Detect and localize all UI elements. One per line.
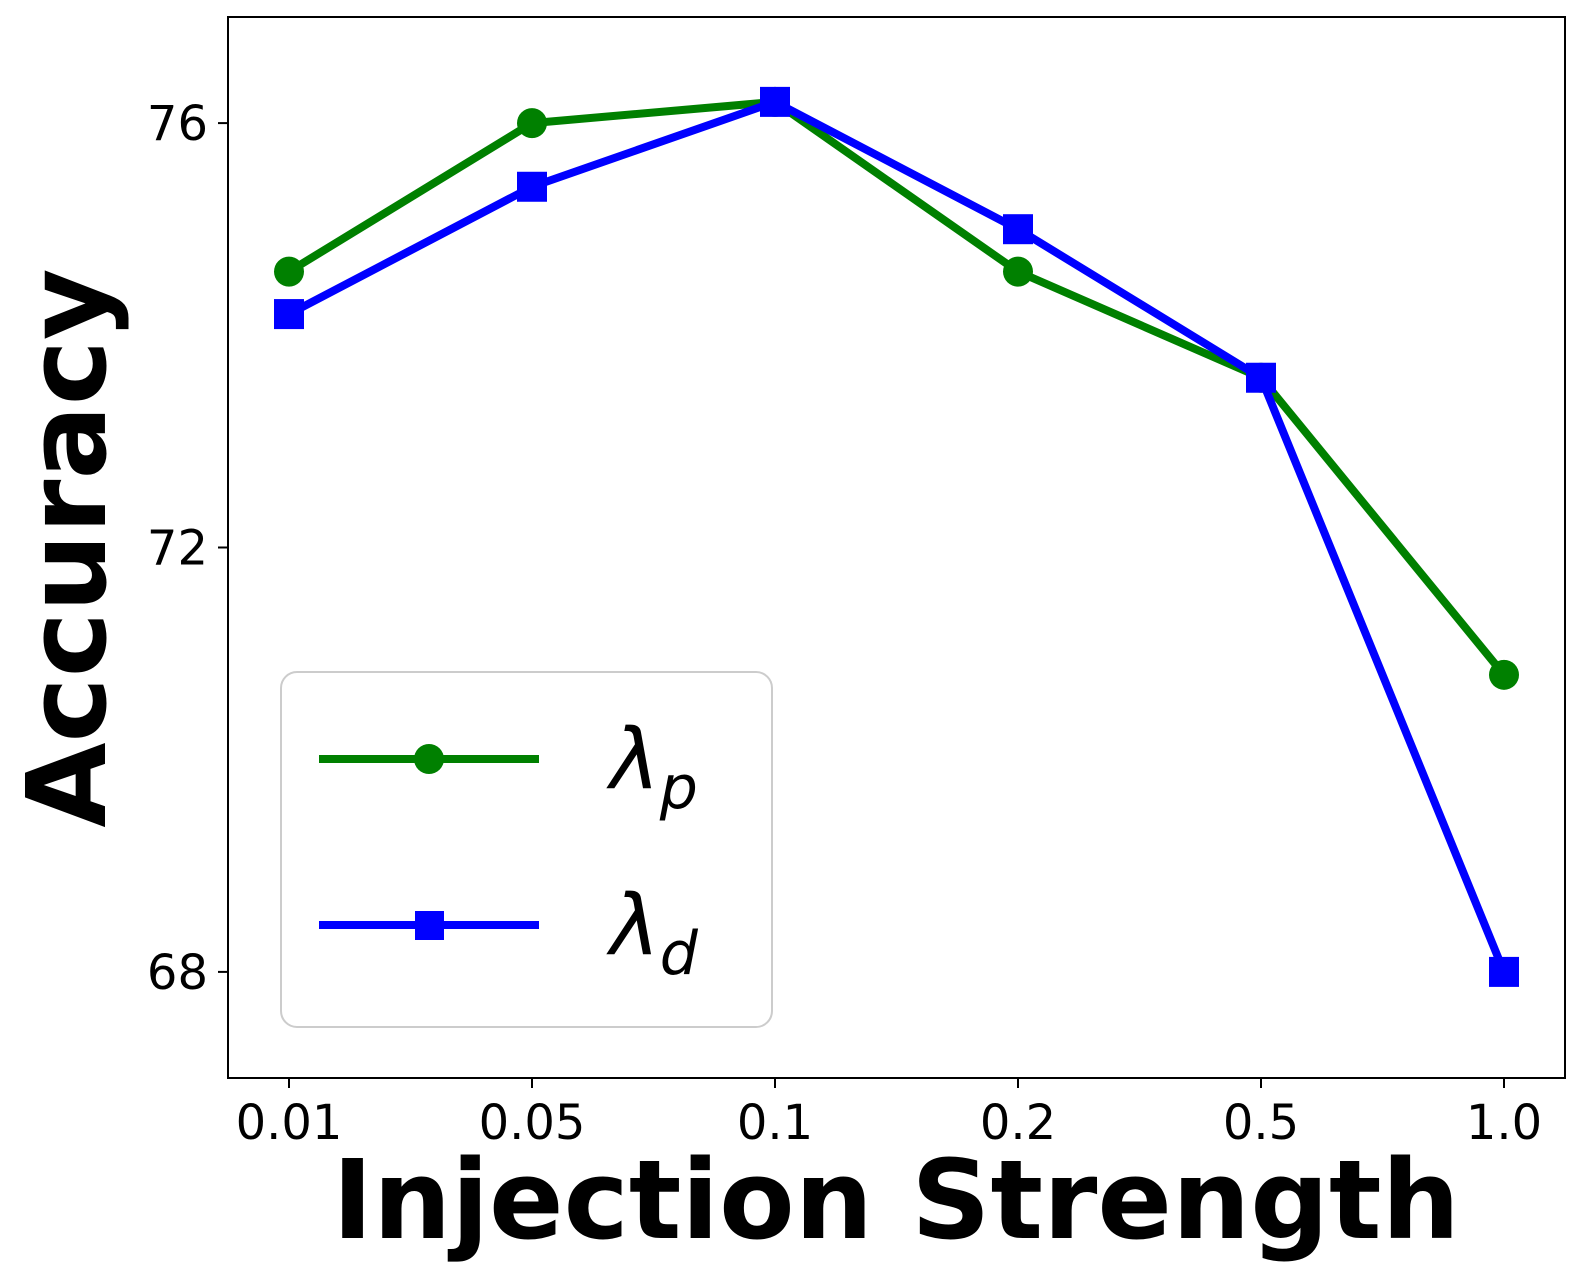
data-point-d [517, 171, 547, 202]
x-tick-label: 0.5 [1223, 1095, 1299, 1151]
legend-label-lambda-d: λd [606, 876, 699, 989]
legend-lambda-d-symbol: λ [606, 876, 660, 974]
data-point-p [1003, 256, 1033, 287]
data-point-d [1489, 956, 1519, 987]
data-point-p [274, 256, 304, 287]
series-line-d [287, 97, 1508, 974]
legend-box [280, 671, 773, 1028]
legend-lambda-d-subscript: d [660, 919, 699, 989]
legend-marker-lambda-p [414, 744, 444, 774]
x-tick-label: 1.0 [1466, 1095, 1542, 1151]
data-point-d [1003, 214, 1033, 245]
y-tick-label: 68 [147, 945, 208, 1001]
x-tick-label: 0.2 [980, 1095, 1056, 1151]
x-tick-label: 0.01 [236, 1095, 343, 1151]
series-line-p [286, 97, 1508, 678]
legend-lambda-p-subscript: p [659, 753, 698, 823]
legend: λp λd [280, 671, 773, 1028]
x-axis-title: Injection Strength [332, 1136, 1460, 1264]
y-axis: 68 72 76 [147, 96, 228, 1001]
x-axis: 0.01 0.05 0.1 0.2 0.5 1.0 [236, 1078, 1542, 1151]
y-tick-label: 72 [147, 521, 208, 577]
data-point-d [1246, 362, 1276, 393]
legend-marker-lambda-d [415, 911, 444, 940]
series-lines [286, 97, 1508, 974]
x-tick-label: 0.1 [737, 1095, 813, 1151]
legend-lambda-p-symbol: λ [606, 710, 660, 808]
series-markers [274, 86, 1519, 987]
legend-label-lambda-p: λp [606, 710, 698, 823]
data-point-d [274, 299, 304, 330]
data-point-d [760, 86, 790, 117]
data-point-p [1489, 659, 1519, 690]
x-tick-label: 0.05 [479, 1095, 586, 1151]
data-point-p [517, 108, 547, 139]
y-axis-title: Accuracy [3, 268, 131, 827]
y-tick-label: 76 [147, 96, 208, 152]
